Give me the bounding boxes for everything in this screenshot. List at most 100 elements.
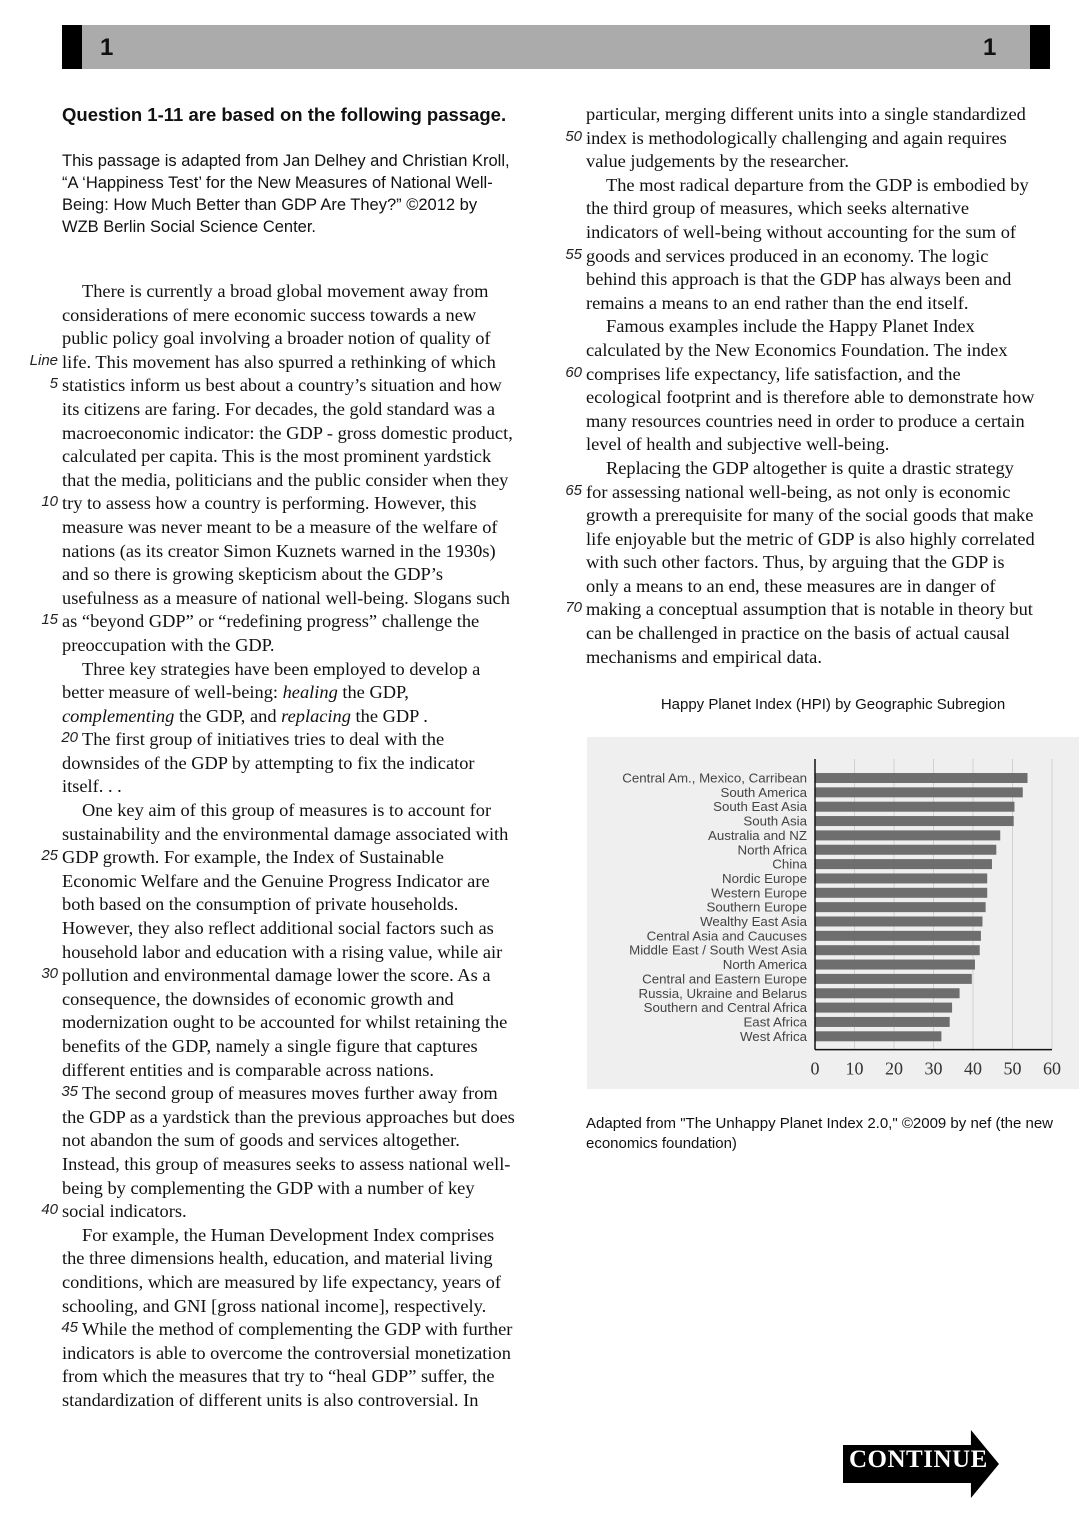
x-tick-label: 60 [1043,1059,1061,1079]
line-number: 25 [41,847,58,865]
passage-line: complementing the GDP, and replacing the… [62,705,515,729]
line-number: 10 [41,493,58,511]
line-text: level of health and subjective well-bein… [586,434,890,455]
line-text: can be challenged in practice on the bas… [586,623,1010,644]
line-text: many resources countries need in order t… [586,410,1025,431]
hpi-chart: 0 10 20 30 40 50 60 Central Am., Mexico, Carrib… [587,737,1079,1089]
line-number: 55 [565,245,582,263]
passage-line: the third group of measures, which seeks… [586,197,1035,221]
line-text: calculated per capita. This is the most … [62,446,492,467]
passage-line: the three dimensions health, education, … [62,1247,515,1271]
passage-line: public policy goal involving a broader n… [62,327,515,351]
line-text: Replacing the GDP altogether is quite a … [606,457,1014,478]
passage-line: Economic Welfare and the Genuine Progres… [62,870,515,894]
line-text: Economic Welfare and the Genuine Progres… [62,870,490,891]
passage-line: comprises life expectancy, life satisfac… [565,363,1035,387]
line-text: both based on the consumption of private… [62,894,459,915]
passage-left-column: There is currently a broad global moveme… [30,280,515,1413]
category-label: Nordic Europe [722,871,807,886]
passage-intro: This passage is adapted from Jan Delhey … [62,150,562,238]
header-left-block [62,25,82,69]
bar [815,816,1014,827]
line-text: GDP growth. For example, the Index of Su… [62,847,444,868]
line-number: 20 [61,729,78,747]
line-text: with such other factors. Thus, by arguin… [586,552,1005,573]
line-text: For example, the Human Development Index… [82,1224,495,1245]
passage-line: ecological footprint and is therefore ab… [586,386,1035,410]
bar [815,916,983,927]
passage-line: both based on the consumption of private… [62,893,515,917]
passage-line: better measure of well-being: healing th… [62,681,515,705]
line-number: 30 [41,965,58,983]
continue-button[interactable]: CONTINUE [843,1430,999,1498]
italic-term: complementing [62,705,175,726]
passage-line: GDP growth. For example, the Index of Su… [41,846,515,870]
passage-line: macroeconomic indicator: the GDP - gross… [62,422,515,446]
italic-term: replacing [281,705,351,726]
line-text: statistics inform us best about a countr… [62,375,502,396]
passage-line: making a conceptual assumption that is n… [565,598,1035,622]
passage-line: try to assess how a country is performin… [41,492,515,516]
question-heading: Question 1-11 are based on the following… [62,104,507,125]
line-text: calculated by the New Economics Foundati… [586,339,1008,360]
bar [815,930,981,941]
passage-line: benefits of the GDP, namely a single fig… [62,1035,515,1059]
bar [815,830,1001,841]
bar [815,787,1023,798]
text-segment: the GDP, and [174,705,282,726]
passage-line: value judgements by the researcher. [586,150,1035,174]
intro-line: WZB Berlin Social Science Center. [62,218,317,236]
category-label: Australia and NZ [708,828,807,843]
passage-line: growth a prerequisite for many of the so… [586,504,1035,528]
category-label: South Asia [743,814,807,829]
line-text: The most radical departure from the GDP … [606,174,1029,195]
passage-line: nations (as its creator Simon Kuznets wa… [62,540,515,564]
line-text: The first group of initiatives tries to … [82,729,445,750]
passage-line: for assessing national well-being, as no… [565,481,1035,505]
passage-line: For example, the Human Development Index… [62,1224,515,1248]
passage-line: While the method of complementing the GD… [61,1318,515,1342]
category-label: Southern and Central Africa [644,1000,808,1015]
bar [815,988,960,999]
passage-line: itself. . . [62,775,515,799]
line-text: the GDP as a yardstick than the previous… [62,1106,515,1127]
passage-line: many resources countries need in order t… [586,410,1035,434]
line-text: for assessing national well-being, as no… [586,481,1011,502]
continue-label: CONTINUE [849,1446,988,1473]
line-text: behind this approach is that the GDP has… [586,269,1012,290]
category-label: South America [721,785,808,800]
page-header-bar: 1 1 [62,25,1050,69]
line-text: that the media, politicians and the publ… [62,469,509,490]
line-number: 35 [61,1083,78,1101]
line-text: value judgements by the researcher. [586,151,849,172]
line-text: being by complementing the GDP with a nu… [62,1177,475,1198]
category-label: East Africa [743,1014,807,1029]
passage-line: The second group of measures moves furth… [61,1082,515,1106]
passage-line: as “beyond GDP” or “redefining progress”… [41,610,515,634]
line-text: social indicators. [62,1201,187,1222]
bar [815,801,1015,812]
passage-line: and so there is growing skepticism about… [62,563,515,587]
line-number: 5 [49,375,58,393]
line-text: Famous examples include the Happy Planet… [606,316,975,337]
line-text: standardization of different units is al… [62,1389,479,1410]
line-text: the third group of measures, which seeks… [586,198,970,219]
passage-line: being by complementing the GDP with a nu… [62,1177,515,1201]
category-label: South East Asia [713,799,807,814]
line-text: preoccupation with the GDP. [62,634,275,655]
passage-line: preoccupation with the GDP. [62,634,515,658]
line-number: Line [29,351,58,369]
line-text: schooling, and GNI [gross national incom… [62,1295,487,1316]
italic-term: healing [282,682,338,703]
passage-line: remains a means to an end rather than th… [586,292,1035,316]
passage-line: modernization ought to be accounted for … [62,1011,515,1035]
x-tick-label: 10 [846,1059,864,1079]
line-text: sustainability and the environmental dam… [62,823,509,844]
line-text: The second group of measures moves furth… [82,1083,498,1104]
line-text: There is currently a broad global moveme… [82,281,489,301]
passage-line: from which the measures that try to “hea… [62,1365,515,1389]
hpi-bar-chart: 0 10 20 30 40 50 60 Central Am., Mexico, Carrib… [622,759,1061,1079]
line-text: not abandon the sum of goods and service… [62,1130,460,1151]
passage-line: The most radical departure from the GDP … [586,174,1035,198]
bar [815,973,972,984]
